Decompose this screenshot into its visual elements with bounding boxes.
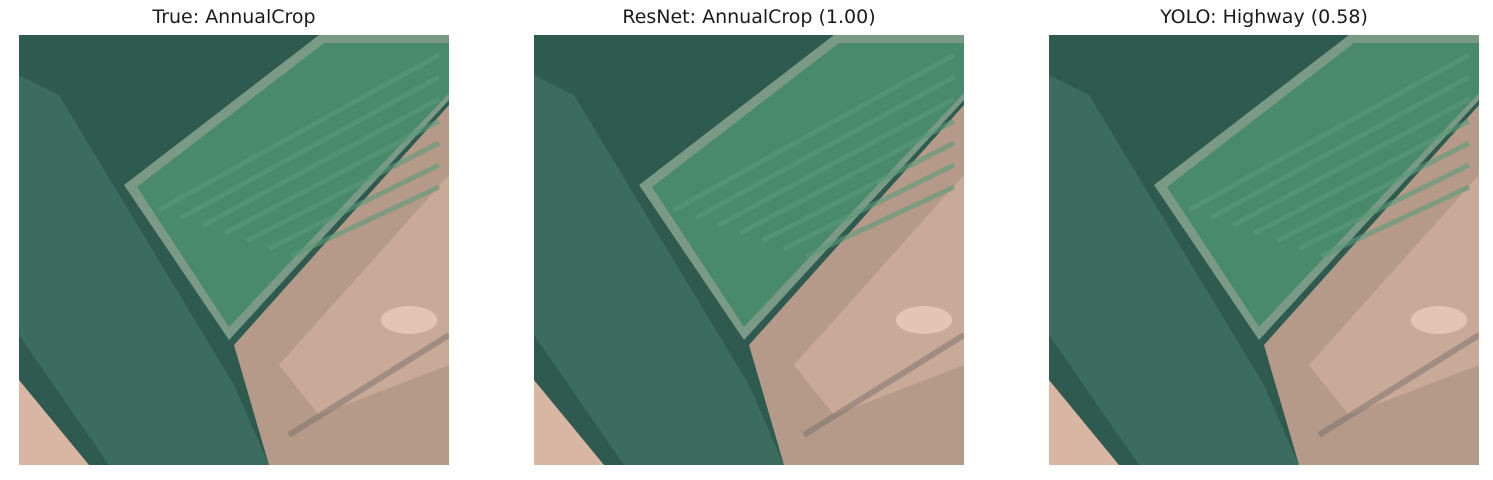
crop-stripe	[201, 96, 441, 228]
panel-resnet: ResNet: AnnualCrop (1.00)	[534, 0, 964, 480]
crop-stripe	[1253, 118, 1471, 236]
crop-stripe	[1187, 52, 1471, 213]
satellite-image-render	[19, 35, 449, 465]
crop-stripe	[738, 118, 956, 236]
crop-stripe	[1297, 162, 1471, 251]
crop-stripe	[716, 96, 956, 228]
satellite-image	[1049, 35, 1479, 465]
crop-stripe	[223, 118, 441, 236]
satellite-image-render	[1049, 35, 1479, 465]
crop-stripe	[760, 140, 956, 244]
crop-stripe	[179, 74, 441, 220]
soil-light-patch	[1309, 175, 1479, 415]
crop-stripe	[289, 184, 441, 259]
crop-stripe	[245, 140, 441, 244]
crop-stripe	[672, 52, 956, 213]
crop-stripe	[1209, 74, 1471, 220]
diagonal-strip	[1049, 75, 1299, 465]
diagonal-strip	[534, 75, 784, 465]
soil-light-patch	[794, 175, 964, 415]
panel-yolo: YOLO: Highway (0.58)	[1049, 0, 1479, 480]
crop-stripe	[782, 162, 956, 251]
satellite-image	[19, 35, 449, 465]
satellite-image	[534, 35, 964, 465]
soil-light-patch	[279, 175, 449, 415]
crop-stripe	[1319, 184, 1471, 259]
soil-corner	[1049, 380, 1119, 465]
diagonal-strip	[19, 75, 269, 465]
crop-stripe	[1275, 140, 1471, 244]
soil-corner	[534, 380, 604, 465]
crop-stripe	[267, 162, 441, 251]
crop-stripe	[157, 52, 441, 213]
soil-track	[1317, 332, 1479, 438]
satellite-image-render	[534, 35, 964, 465]
soil-track	[287, 332, 449, 438]
crop-stripe	[804, 184, 956, 259]
soil-highlight	[896, 306, 952, 334]
crop-stripe	[1231, 96, 1471, 228]
panel-title: YOLO: Highway (0.58)	[1160, 6, 1368, 28]
soil-track	[802, 332, 964, 438]
panel-title: True: AnnualCrop	[152, 6, 316, 28]
soil-highlight	[381, 306, 437, 334]
soil-highlight	[1411, 306, 1467, 334]
soil-corner	[19, 380, 89, 465]
panel-true: True: AnnualCrop	[19, 0, 449, 480]
panel-title: ResNet: AnnualCrop (1.00)	[622, 6, 876, 28]
crop-stripe	[694, 74, 956, 220]
